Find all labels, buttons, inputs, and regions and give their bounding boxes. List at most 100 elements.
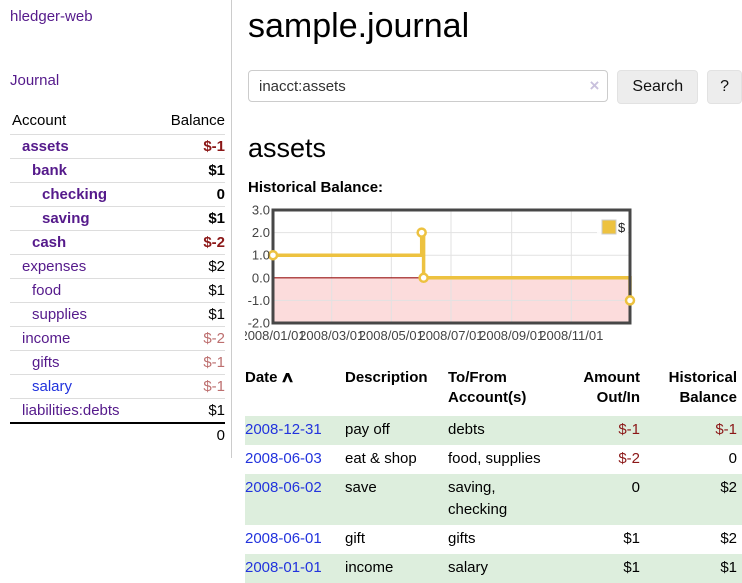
legend-label: $: [618, 220, 626, 235]
transaction-balance: $2: [720, 479, 737, 496]
help-button[interactable]: ?: [707, 70, 742, 104]
account-link-assets[interactable]: assets: [22, 138, 69, 155]
register-table: Date ∧ Description To/From Account(s) Am…: [245, 366, 742, 583]
date-header-label: Date: [245, 369, 278, 386]
amount-column-header: Amount Out/In: [583, 369, 640, 406]
account-balance: $1: [208, 282, 225, 299]
chart-point: [418, 272, 429, 284]
account-row: liabilities:debts $1: [10, 398, 225, 424]
description-column-header: Description: [345, 369, 428, 386]
account-balance: $1: [208, 162, 225, 179]
y-axis-label: 0.0: [252, 270, 270, 285]
transaction-balance: $2: [720, 530, 737, 547]
transaction-date-link[interactable]: 2008-01-01: [245, 559, 322, 576]
clear-search-icon[interactable]: ×: [589, 76, 600, 95]
chart-point: [267, 249, 279, 261]
account-heading: assets: [248, 133, 327, 163]
search-input-wrapper: ×: [248, 70, 609, 104]
balance-column-header-main: Historical Balance: [668, 369, 737, 406]
transaction-accounts: gifts: [448, 530, 476, 547]
account-link-salary[interactable]: salary: [32, 378, 73, 395]
account-balance: $-1: [203, 138, 225, 155]
y-axis-label: 1.0: [252, 248, 270, 263]
legend-swatch: [601, 219, 617, 235]
account-link-expenses[interactable]: expenses: [22, 258, 87, 275]
app-title-link[interactable]: hledger-web: [10, 8, 93, 25]
account-row: saving $1: [10, 206, 225, 231]
transaction-amount: 0: [631, 479, 640, 496]
y-axis-label: -1.0: [248, 293, 270, 308]
main-content: sample.journal × Search ? assets Histori…: [240, 0, 742, 583]
transaction-date-link[interactable]: 2008-06-02: [245, 479, 322, 496]
transaction-row: 2008-06-01 gift gifts $1 $2: [245, 525, 742, 554]
plot-border: [271, 208, 632, 325]
account-row: food $1: [10, 278, 225, 303]
transaction-amount: $1: [623, 530, 640, 547]
journal-link[interactable]: Journal: [10, 72, 60, 89]
register-header-row: Date ∧ Description To/From Account(s) Am…: [245, 366, 742, 416]
transaction-date-link[interactable]: 2008-06-01: [245, 530, 322, 547]
chart-point: [416, 227, 427, 238]
account-row: expenses $2: [10, 254, 225, 279]
account-balance-table: Account Balance assets $-1 bank $1 checking 0…: [10, 109, 225, 447]
transaction-accounts: food, supplies: [448, 450, 541, 467]
account-balance: $-1: [203, 354, 225, 371]
account-link-income[interactable]: income: [22, 330, 71, 347]
y-axis-label: -2.0: [248, 316, 270, 331]
search-button[interactable]: Search: [617, 70, 699, 104]
chart-title: Historical Balance:: [248, 179, 384, 196]
transaction-description: pay off: [345, 421, 390, 438]
account-table-header-row: Account Balance: [10, 109, 225, 135]
x-axis-label: 2008/07/01: [418, 328, 483, 343]
sort-ascending-icon: ∧: [279, 369, 295, 386]
account-link-cash[interactable]: cash: [32, 234, 67, 251]
account-link-gifts[interactable]: gifts: [32, 354, 60, 371]
account-row: checking 0: [10, 182, 225, 207]
account-link-supplies[interactable]: supplies: [32, 306, 88, 323]
y-axis-label: 3.0: [252, 203, 270, 218]
account-balance: 0: [216, 186, 225, 203]
y-axis-label: 2.0: [252, 225, 270, 240]
sidebar: hledger-web Journal Account Balance asse…: [0, 0, 232, 458]
account-link-bank[interactable]: bank: [32, 162, 68, 179]
account-balance: $-2: [203, 330, 225, 347]
account-row: supplies $1: [10, 302, 225, 327]
search-form: × Search ?: [248, 70, 742, 104]
account-row: assets $-1: [10, 134, 225, 159]
transaction-date-link[interactable]: 2008-06-03: [245, 450, 322, 467]
transaction-description: income: [345, 559, 394, 576]
account-column-header: Account: [12, 112, 67, 129]
account-link-liabilities-debts[interactable]: liabilities:debts: [22, 402, 120, 419]
account-row: income $-2: [10, 326, 225, 351]
balance-column-header: Balance: [170, 112, 225, 129]
transaction-date-link[interactable]: 2008-12-31: [245, 421, 322, 438]
x-axis-label: 2008/03/01: [299, 328, 364, 343]
account-row: cash $-2: [10, 230, 225, 255]
account-link-saving[interactable]: saving: [42, 210, 90, 227]
account-row: salary $-1: [10, 374, 225, 399]
transaction-accounts: debts: [448, 421, 485, 438]
transaction-balance: $-1: [715, 421, 737, 438]
transaction-description: eat & shop: [345, 450, 417, 467]
total-balance: 0: [216, 427, 225, 444]
x-axis-label: 2008/01/01: [245, 328, 306, 343]
transaction-amount: $-2: [618, 450, 640, 467]
account-column-header-main: To/From Account(s): [448, 369, 527, 406]
date-column-header[interactable]: Date ∧: [245, 366, 345, 416]
historical-balance-chart: $3.0 2.0 1.0 0.0 -1.0 -2.0 2008/01/01 2008/03/0…: [240, 203, 742, 345]
account-link-food[interactable]: food: [32, 282, 62, 299]
transaction-balance: $1: [720, 559, 737, 576]
search-input[interactable]: [248, 70, 609, 102]
account-balance: $1: [208, 306, 225, 323]
account-row: bank $1: [10, 158, 225, 183]
account-link-checking[interactable]: checking: [42, 186, 108, 203]
chart-point: [624, 295, 636, 306]
x-axis-label: 2008/11/01: [539, 328, 603, 343]
page-title: sample.journal: [248, 7, 470, 45]
transaction-row: 2008-12-31 pay off debts $-1 $-1: [245, 416, 742, 445]
account-balance: $-2: [203, 234, 225, 251]
transaction-description: save: [345, 479, 377, 496]
x-axis-label: 2008/09/01: [479, 328, 544, 343]
transaction-description: gift: [345, 530, 366, 547]
balance-chart-svg: $3.0 2.0 1.0 0.0 -1.0 -2.02008/01/012008/03/0…: [240, 203, 636, 343]
